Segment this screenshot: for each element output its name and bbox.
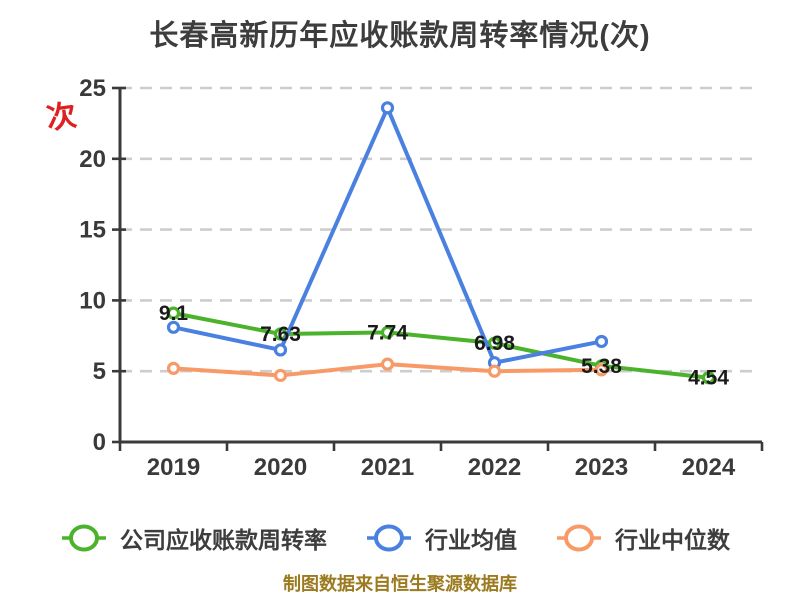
data-point	[487, 364, 502, 378]
legend-label-industry-median: 行业中位数	[615, 527, 730, 553]
data-point	[594, 363, 609, 377]
data-point	[380, 357, 395, 371]
data-point	[701, 371, 716, 385]
y-tick-label: 0	[93, 429, 106, 456]
data-point	[166, 320, 181, 334]
legend: 公司应收账款周转率 行业均值 行业中位数	[60, 521, 730, 555]
legend-marker-industry-avg-icon	[367, 524, 411, 552]
data-point	[594, 334, 609, 349]
data-point-label: 9.1	[159, 302, 189, 325]
y-tick-label: 5	[93, 358, 106, 385]
data-point	[273, 368, 288, 383]
legend-marker-industry-median-icon	[557, 524, 601, 552]
series-line-0	[171, 311, 711, 380]
data-point-label: 7.63	[260, 323, 301, 346]
data-point	[166, 306, 181, 320]
legend-marker-company-icon	[62, 524, 106, 552]
data-point	[273, 343, 288, 357]
y-tick-label: 15	[79, 217, 106, 244]
y-tick-label: 25	[79, 75, 106, 102]
data-source-footnote: 制图数据来自恒生聚源数据库	[283, 574, 517, 594]
data-point-label: 6.98	[474, 332, 515, 355]
x-tick-label: 2020	[254, 454, 307, 481]
data-point-label: 7.74	[367, 321, 408, 344]
data-point	[166, 361, 181, 375]
x-tick-label: 2022	[468, 454, 521, 481]
data-point-label: 5.38	[581, 355, 622, 378]
data-point	[380, 325, 395, 340]
x-tick-label: 2021	[361, 454, 414, 481]
legend-item-industry-median: 行业中位数	[555, 521, 730, 555]
y-tick-label: 20	[79, 146, 106, 173]
y-tick-label: 10	[79, 287, 106, 314]
chart-title: 长春高新历年应收账款周转率情况(次)	[149, 20, 651, 52]
legend-item-company: 公司应收账款周转率	[60, 521, 327, 555]
data-point	[380, 101, 395, 115]
x-tick-label: 2019	[147, 454, 200, 481]
legend-item-industry-avg: 行业均值	[365, 521, 517, 555]
data-point-label: 4.54	[688, 367, 729, 390]
legend-label-company: 公司应收账款周转率	[120, 527, 327, 553]
data-point	[487, 336, 502, 350]
x-tick-label: 2024	[682, 454, 736, 481]
x-tick-label: 2023	[575, 454, 628, 481]
legend-label-industry-avg: 行业均值	[425, 527, 517, 553]
